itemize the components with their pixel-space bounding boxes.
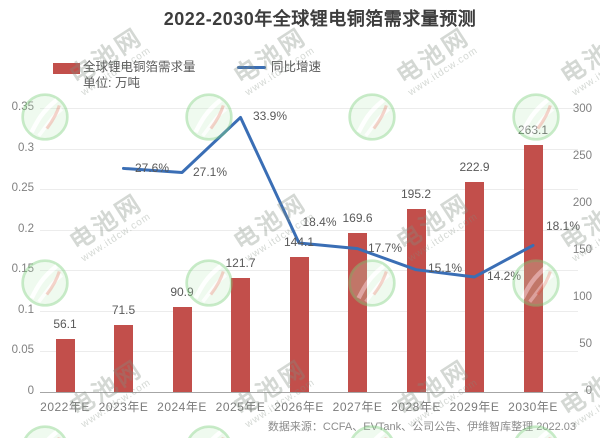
right-axis-tick: 200 [572, 197, 592, 209]
bar-series-unit-label: 单位: 万吨 [83, 76, 140, 90]
watermark-brand-text: 电池网 [228, 23, 312, 90]
source-note: 数据来源：CCFA、EVTank、公司公告、伊维智库整理 2022.03 [267, 421, 576, 433]
bar [406, 208, 426, 392]
watermark-logo-icon [20, 424, 70, 438]
watermark-site-text: www.itdcw.com [569, 45, 600, 99]
x-axis-label: 2030年E [508, 400, 558, 414]
watermark-text: 电池网 www.itdcw.com [60, 187, 160, 269]
bar [348, 232, 367, 392]
x-axis-line [40, 392, 578, 393]
growth-point-label: 17.7% [367, 240, 403, 255]
line-series-legend-swatch [237, 66, 266, 69]
x-axis-label: 2026年E [274, 400, 324, 414]
watermark-brand-text: 电池网 [392, 23, 475, 90]
watermark-site-text: www.itdcw.com [79, 211, 154, 265]
x-axis-label: 2025年E [215, 400, 266, 414]
x-axis-label: 2027年E [332, 400, 383, 414]
growth-point-label: 27.1% [192, 164, 228, 179]
growth-point-label: 15.1% [427, 260, 463, 275]
left-axis-tick: 0.3 [18, 141, 34, 154]
watermark-text: 电池网 www.itdcw.com [60, 353, 160, 435]
watermark-text: 电池网 www.itdcw.com [387, 21, 487, 103]
bar-value-label: 195.2 [400, 186, 432, 201]
bar-value-label: 56.1 [53, 317, 77, 332]
left-axis-tick: 0.2 [18, 222, 34, 235]
left-axis-tick: 0 [27, 385, 34, 397]
watermark-site-text: www.itdcw.com [406, 45, 481, 99]
right-axis-tick: 0 [585, 385, 592, 397]
bar-value-label: 144.1 [283, 234, 315, 249]
right-axis-tick: 50 [579, 338, 592, 350]
gridline [40, 189, 578, 191]
growth-point-label: 14.2% [486, 268, 522, 283]
watermark-logo-icon [184, 424, 234, 438]
gridline [40, 108, 578, 109]
watermark-brand-text: 电池网 [555, 23, 600, 90]
bar-value-label: 90.9 [170, 284, 194, 299]
bar-value-label: 263.1 [517, 122, 549, 137]
left-axis-tick: 0.1 [18, 303, 34, 316]
bar [114, 324, 133, 392]
bar [289, 256, 309, 392]
left-axis-tick: 0.15 [11, 263, 34, 276]
left-axis-tick: 0.35 [11, 101, 34, 113]
growth-point-label: 18.4% [302, 214, 337, 229]
x-axis-label: 2022年E [40, 400, 90, 414]
watermark-logo-icon [20, 92, 70, 142]
chart-title: 2022-2030年全球锂电铜箔需求量预测 [163, 9, 477, 29]
watermark-brand-text: 电池网 [65, 189, 148, 256]
bar-series-legend-swatch [53, 63, 80, 74]
watermark-logo-icon [347, 92, 397, 142]
bar-value-label: 222.9 [459, 160, 490, 175]
right-axis-tick: 250 [572, 150, 592, 162]
growth-point-label: 33.9% [252, 109, 288, 124]
right-axis-tick: 300 [572, 103, 592, 115]
left-axis-tick: 0.25 [11, 182, 34, 195]
x-axis-label: 2029年E [449, 400, 500, 414]
x-axis-label: 2024年E [157, 400, 207, 414]
growth-point-label: 27.6% [134, 161, 170, 176]
gridline [40, 229, 578, 231]
bar-value-label: 121.7 [225, 255, 256, 270]
line-series-legend-label: 同比增速 [271, 60, 322, 74]
growth-point-label: 18.1% [545, 219, 581, 234]
bar [55, 339, 75, 392]
right-axis-tick: 100 [572, 291, 592, 303]
x-axis-label: 2023年E [98, 400, 149, 414]
bar [172, 306, 192, 392]
right-axis-tick: 150 [572, 244, 592, 256]
bar [465, 182, 484, 392]
bar-value-label: 71.5 [111, 302, 136, 317]
gridline [40, 310, 578, 312]
left-axis-tick: 0.05 [11, 344, 34, 357]
gridline [40, 351, 578, 353]
bar-series-legend-label: 全球锂电铜箔需求量 [83, 60, 196, 74]
bar [231, 277, 250, 392]
watermark-logo-icon [184, 92, 234, 142]
watermark-text: 电池网 www.itdcw.com [550, 21, 600, 103]
watermark-site-text: www.itdcw.com [569, 211, 600, 265]
x-axis-label: 2028年E [391, 400, 441, 414]
gridline [40, 148, 578, 150]
